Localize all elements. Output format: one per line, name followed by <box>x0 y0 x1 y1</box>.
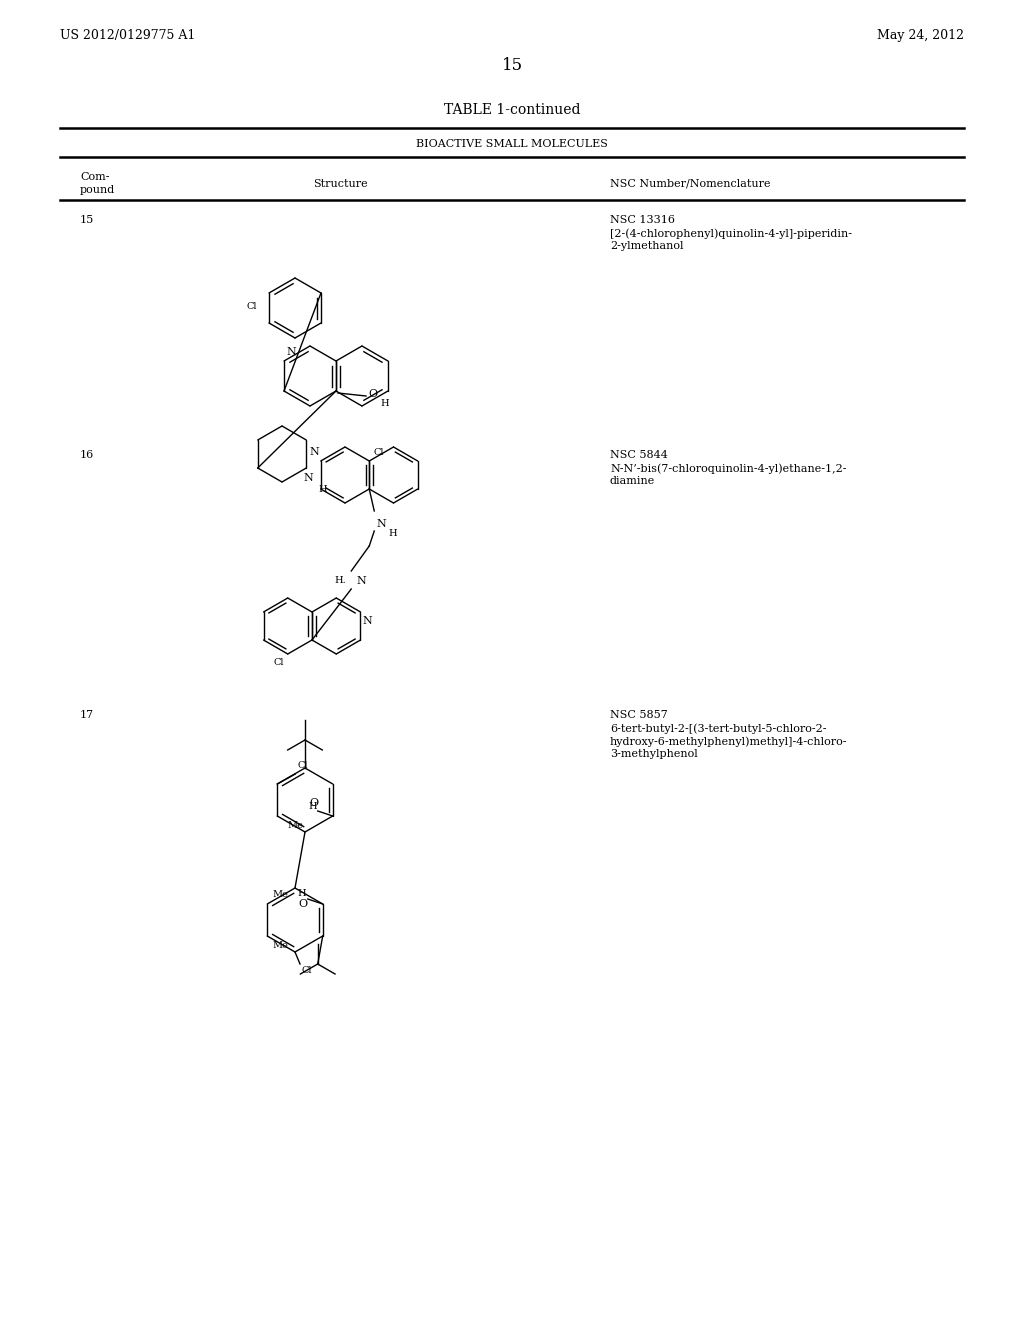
Text: 15: 15 <box>80 215 94 224</box>
Text: Cl: Cl <box>297 762 308 770</box>
Text: N: N <box>286 347 296 356</box>
Text: NSC 13316: NSC 13316 <box>610 215 675 224</box>
Text: O: O <box>309 799 318 808</box>
Text: Cl: Cl <box>247 302 257 312</box>
Text: N: N <box>309 447 318 457</box>
Text: 17: 17 <box>80 710 94 719</box>
Text: Me: Me <box>272 941 288 950</box>
Text: NSC 5844: NSC 5844 <box>610 450 668 459</box>
Text: NSC Number/Nomenclature: NSC Number/Nomenclature <box>610 180 770 189</box>
Text: N-N’-bis(7-chloroquinolin-4-yl)ethane-1,2-: N-N’-bis(7-chloroquinolin-4-yl)ethane-1,… <box>610 463 847 474</box>
Text: US 2012/0129775 A1: US 2012/0129775 A1 <box>60 29 196 41</box>
Text: N: N <box>356 576 366 586</box>
Text: Cl: Cl <box>273 657 284 667</box>
Text: TABLE 1-continued: TABLE 1-continued <box>443 103 581 117</box>
Text: H: H <box>297 890 306 899</box>
Text: H.: H. <box>335 576 346 585</box>
Text: 15: 15 <box>502 57 522 74</box>
Text: O: O <box>368 389 377 399</box>
Text: 16: 16 <box>80 450 94 459</box>
Text: H: H <box>308 803 316 810</box>
Text: pound: pound <box>80 185 116 195</box>
Text: hydroxy-6-methylphenyl)methyl]-4-chloro-: hydroxy-6-methylphenyl)methyl]-4-chloro- <box>610 737 848 747</box>
Text: H: H <box>388 529 397 539</box>
Text: Cl: Cl <box>302 966 312 975</box>
Text: Cl: Cl <box>374 447 384 457</box>
Text: NSC 5857: NSC 5857 <box>610 710 668 719</box>
Text: N: N <box>362 616 373 626</box>
Text: H: H <box>318 484 327 494</box>
Text: [2-(4-chlorophenyl)quinolin-4-yl]-piperidin-: [2-(4-chlorophenyl)quinolin-4-yl]-piperi… <box>610 228 852 239</box>
Text: diamine: diamine <box>610 477 655 486</box>
Text: N: N <box>376 519 386 529</box>
Text: N: N <box>303 473 313 483</box>
Text: 2-ylmethanol: 2-ylmethanol <box>610 242 683 251</box>
Text: Com-: Com- <box>80 172 110 182</box>
Text: May 24, 2012: May 24, 2012 <box>877 29 964 41</box>
Text: Me: Me <box>288 821 303 830</box>
Text: Me: Me <box>272 890 288 899</box>
Text: O: O <box>299 899 308 909</box>
Text: H: H <box>380 400 388 408</box>
Text: 3-methylphenol: 3-methylphenol <box>610 748 697 759</box>
Text: 6-tert-butyl-2-[(3-tert-butyl-5-chloro-2-: 6-tert-butyl-2-[(3-tert-butyl-5-chloro-2… <box>610 723 826 734</box>
Text: Structure: Structure <box>312 180 368 189</box>
Text: BIOACTIVE SMALL MOLECULES: BIOACTIVE SMALL MOLECULES <box>416 139 608 149</box>
